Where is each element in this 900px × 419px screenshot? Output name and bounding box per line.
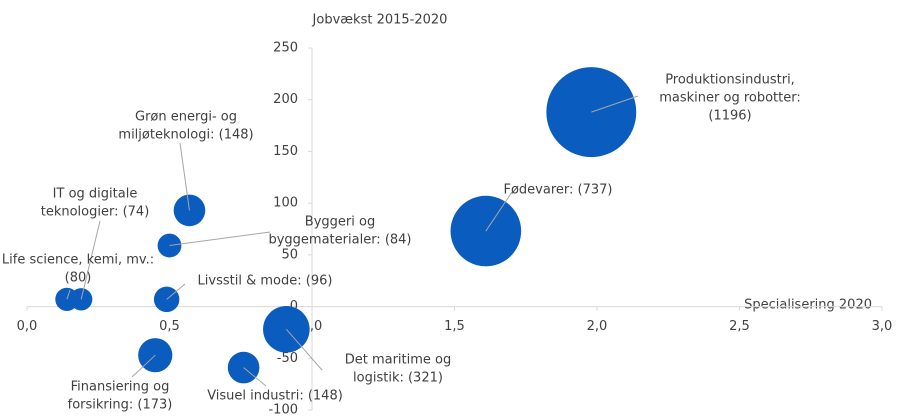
data-label: miljøteknologi: (148) [118, 128, 253, 143]
data-label: Produktionsindustri, [665, 73, 795, 88]
x-tick-label: 2,0 [587, 319, 608, 334]
data-label: (80) [65, 271, 92, 286]
x-axis-title: Specialisering 2020 [744, 298, 872, 313]
data-label: (1196) [708, 109, 751, 124]
data-label: Visuel industri: (148) [207, 389, 343, 404]
data-label: Livsstil & mode: (96) [198, 274, 333, 289]
y-axis-title: Jobvækst 2015-2020 [312, 13, 448, 28]
y-tick-label: 150 [273, 144, 298, 159]
x-tick-label: 1,5 [444, 319, 465, 334]
data-label: logistik: (321) [353, 371, 443, 386]
leader-line [166, 283, 186, 300]
y-tick-label: -50 [277, 351, 298, 366]
data-label: Det maritime og [345, 353, 452, 368]
leader-line [591, 95, 639, 113]
leader-line [485, 191, 513, 232]
x-tick-label: 3,0 [872, 319, 893, 334]
y-tick-label: 200 [273, 92, 298, 107]
data-label: Byggeri og [305, 215, 375, 230]
y-tick-label: 50 [281, 247, 298, 262]
data-label: Grøn energi- og [135, 110, 237, 125]
x-tick-label: 2,5 [729, 319, 750, 334]
leader-line [243, 367, 267, 387]
y-tick-label: -100 [268, 403, 298, 418]
x-tick-label: 0,0 [17, 319, 38, 334]
data-label: IT og digitale [53, 187, 138, 202]
data-label: Fødevarer: (737) [504, 183, 613, 198]
leader-line [131, 354, 156, 378]
y-tick-label: 250 [273, 41, 298, 56]
data-label: forsikring: (173) [68, 398, 173, 413]
data-label: Finansiering og [71, 380, 170, 395]
leader-line [66, 289, 71, 300]
data-label: teknologier: (74) [41, 205, 150, 220]
leader-line [179, 142, 190, 211]
y-tick-label: 0 [290, 299, 298, 314]
leader-line [80, 220, 101, 300]
data-label: maskiner og robotter: [659, 91, 801, 106]
data-label: Life science, kemi, mv.: [2, 253, 154, 268]
leader-line [285, 328, 323, 371]
x-tick-label: 0,5 [159, 319, 180, 334]
data-label: byggematerialer: (84) [268, 233, 411, 248]
leader-line [169, 231, 271, 247]
y-tick-label: 100 [273, 196, 298, 211]
